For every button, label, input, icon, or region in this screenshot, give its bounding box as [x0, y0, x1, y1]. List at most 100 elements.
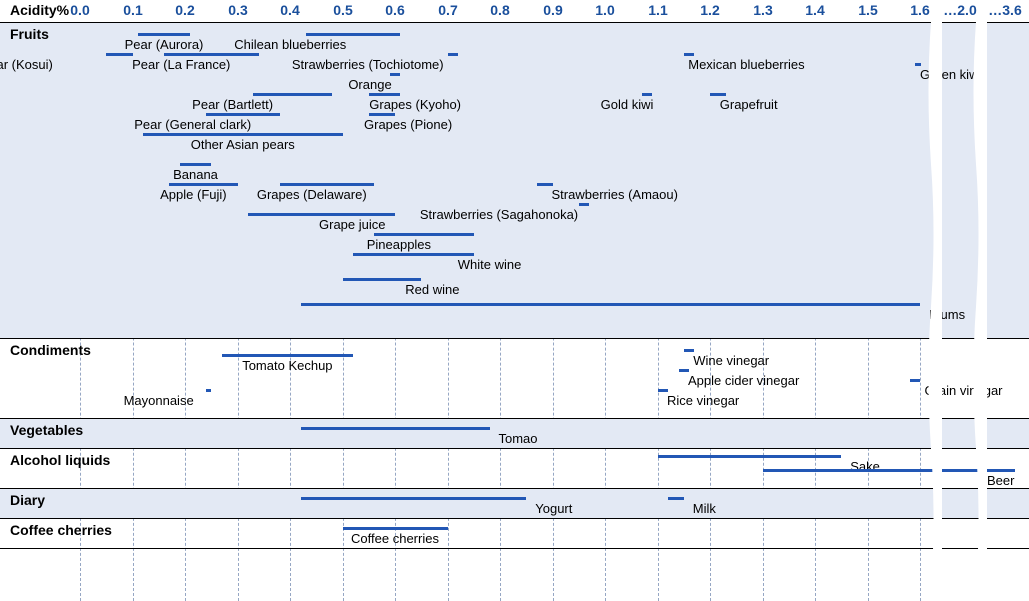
category-label: Diary: [10, 492, 45, 508]
item-label: Mayonnaise: [124, 393, 194, 408]
range-bar: [679, 369, 690, 372]
tick-label: 1.6: [910, 2, 929, 18]
axis-break-mask: [979, 22, 987, 591]
range-bar: [222, 354, 353, 357]
item-label: Asian pear (Kosui): [0, 57, 53, 72]
tick-label: 0.0: [70, 2, 89, 18]
item-label: Grapes (Kyoho): [369, 97, 461, 112]
item-label: Coffee cherries: [351, 531, 439, 546]
range-bar: [248, 213, 395, 216]
item-label: Strawberries (Tochiotome): [292, 57, 444, 72]
axis-title: Acidity%: [10, 2, 69, 18]
range-bar: [280, 183, 375, 186]
item-label: Pineapples: [367, 237, 431, 252]
category-coffee-cherries: Coffee cherries Coffee cherries: [0, 518, 1029, 548]
item-label: Pear (Bartlett): [192, 97, 273, 112]
range-bar: [206, 113, 280, 116]
item-label: Tomato Kechup: [242, 358, 332, 373]
item-label: Chilean blueberries: [234, 37, 346, 52]
category-diary: Diary Yogurt Milk: [0, 488, 1029, 518]
tick-label: 1.3: [753, 2, 772, 18]
range-bar: [353, 253, 474, 256]
category-label: Fruits: [10, 26, 49, 42]
tick-label: 0.1: [123, 2, 142, 18]
category-label: Coffee cherries: [10, 522, 112, 538]
tick-label: 1.5: [858, 2, 877, 18]
item-label: Yogurt: [535, 501, 572, 516]
category-label: Alcohol liquids: [10, 452, 110, 468]
item-label: Rice vinegar: [667, 393, 739, 408]
category-condiments: Condiments Tomato Kechup Wine vinegar Apple…: [0, 338, 1029, 418]
range-bar: [374, 233, 474, 236]
bottom-rule: [0, 548, 1029, 549]
range-bar: [369, 93, 401, 96]
item-label: Gold kiwi: [601, 97, 654, 112]
range-bar: [253, 93, 332, 96]
tick-label: 0.6: [385, 2, 404, 18]
range-bar: [910, 379, 921, 382]
range-bar: [180, 163, 212, 166]
item-label: Strawberries (Amaou): [552, 187, 678, 202]
range-bar: [343, 527, 448, 530]
item-label: Beer: [987, 473, 1014, 488]
range-bar: [642, 93, 653, 96]
item-label: Red wine: [405, 282, 459, 297]
tick-label: 1.2: [700, 2, 719, 18]
category-alcohol-liquids: Alcohol liquidsSakeBeer: [0, 448, 1029, 488]
range-bar: [537, 183, 553, 186]
range-bar: [763, 469, 1016, 472]
item-label: Wine vinegar: [693, 353, 769, 368]
item-label: Other Asian pears: [191, 137, 295, 152]
range-bar: [579, 203, 590, 206]
item-label: Apple cider vinegar: [688, 373, 799, 388]
item-label: Tomao: [499, 431, 538, 446]
category-label: Condiments: [10, 342, 91, 358]
category-vegetables: Vegetables Tomao: [0, 418, 1029, 448]
item-label: Strawberries (Sagahonoka): [420, 207, 578, 222]
range-bar: [710, 93, 726, 96]
range-bar: [658, 389, 669, 392]
tick-label: 0.4: [280, 2, 299, 18]
range-bar: [684, 349, 695, 352]
range-bar: [448, 53, 459, 56]
range-bar: [668, 497, 684, 500]
range-bar: [164, 53, 259, 56]
tick-label: 0.5: [333, 2, 352, 18]
item-label: Pear (General clark): [134, 117, 251, 132]
acidity-range-chart: Acidity% 0.00.10.20.30.40.50.60.70.80.91…: [0, 0, 1029, 601]
item-label: Orange: [348, 77, 391, 92]
range-bar: [684, 53, 695, 56]
range-bar: [306, 33, 401, 36]
item-label: Grapefruit: [720, 97, 778, 112]
range-bar: [301, 497, 527, 500]
item-label: Grapes (Delaware): [257, 187, 367, 202]
item-label: White wine: [458, 257, 522, 272]
range-bar: [206, 389, 211, 392]
category-fruits: Fruits Pear (Aurora) Chilean blueberries As…: [0, 22, 1029, 338]
item-label: Apple (Fuji): [160, 187, 226, 202]
range-bar: [658, 455, 842, 458]
item-label: Pear (Aurora): [125, 37, 204, 52]
item-label: Milk: [693, 501, 716, 516]
tick-label: 0.3: [228, 2, 247, 18]
range-bar: [169, 183, 237, 186]
range-bar: [301, 427, 490, 430]
item-label: Grape juice: [319, 217, 385, 232]
range-bar: [343, 278, 422, 281]
tick-label: 0.8: [490, 2, 509, 18]
tick-label: 1.4: [805, 2, 824, 18]
tick-label: 1.0: [595, 2, 614, 18]
tick-label: 0.7: [438, 2, 457, 18]
range-bar: [143, 133, 343, 136]
item-label: Green kiwi: [920, 67, 981, 82]
range-bar: [138, 33, 191, 36]
item-label: Pear (La France): [132, 57, 230, 72]
range-bar: [106, 53, 132, 56]
range-bar: [301, 303, 921, 306]
range-bar: [390, 73, 401, 76]
tick-label: …2.0: [943, 2, 976, 18]
range-bar: [369, 113, 395, 116]
tick-label: 0.9: [543, 2, 562, 18]
category-label: Vegetables: [10, 422, 83, 438]
tick-label: 1.1: [648, 2, 667, 18]
